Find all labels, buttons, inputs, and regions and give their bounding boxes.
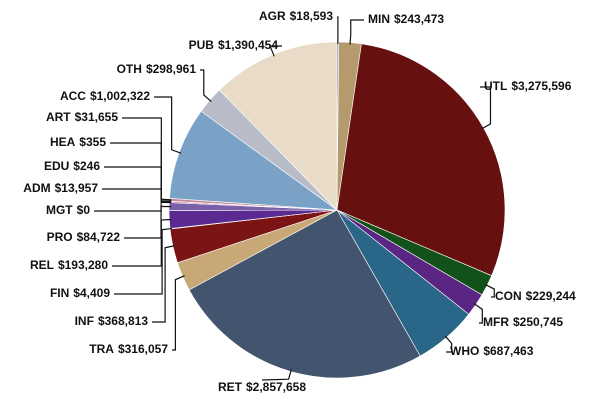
slice-label: ART $31,655 <box>46 110 118 124</box>
slice-category: HEA <box>50 135 76 149</box>
slice-label: MIN $243,473 <box>368 12 444 26</box>
leader-line <box>349 19 364 45</box>
slice-label: REL $193,280 <box>30 258 108 272</box>
leader-line <box>114 227 173 295</box>
slice-label: ACC $1,002,322 <box>60 89 150 103</box>
slice-label: FIN $4,409 <box>50 286 110 300</box>
slice-category: WHO <box>450 344 479 358</box>
slice-category: ART <box>46 110 71 124</box>
slice-value-label: $243,473 <box>394 12 444 26</box>
slice-value-label: $2,857,658 <box>246 380 306 394</box>
slice-category: UTL <box>484 79 507 93</box>
slice-value-label: $3,275,596 <box>511 79 571 93</box>
slice-label: OTH $298,961 <box>117 62 197 76</box>
leader-line <box>172 275 185 351</box>
slice-label: UTL $3,275,596 <box>484 79 572 93</box>
slice-value-label: $31,655 <box>75 110 119 124</box>
slice-category: MGT <box>46 203 73 217</box>
leader-line <box>337 16 339 45</box>
slice-value-label: $229,244 <box>526 289 576 303</box>
slice-value-label: $18,593 <box>290 9 334 23</box>
leader-line <box>444 335 453 353</box>
slice-value-label: $250,745 <box>513 315 563 329</box>
slice-value-label: $0 <box>77 203 91 217</box>
leader-line <box>200 69 212 102</box>
leader-line <box>124 205 172 239</box>
leader-line <box>261 369 292 381</box>
slice-value-label: $4,409 <box>73 286 110 300</box>
slice-category: RET <box>218 380 243 394</box>
slice-value-label: $1,390,454 <box>218 38 278 52</box>
slice-category: MFR <box>483 315 509 329</box>
leader-line <box>112 218 172 267</box>
slice-label: HEA $355 <box>50 135 106 149</box>
slice-label: TRA $316,057 <box>89 342 168 356</box>
slice-value-label: $1,002,322 <box>90 89 150 103</box>
leader-line <box>480 86 492 130</box>
slice-value-label: $687,463 <box>483 344 533 358</box>
slice-label: CON $229,244 <box>495 289 576 303</box>
slice-category: TRA <box>89 342 114 356</box>
labels: AGR $18,593 MIN $243,473 UTL $3,275,596 CON $22… <box>23 9 576 394</box>
leader-line <box>152 245 175 323</box>
slice-category: INF <box>75 314 94 328</box>
slice-value-label: $84,722 <box>77 230 121 244</box>
slice-category: MIN <box>368 12 390 26</box>
slice-label: EDU $246 <box>44 159 100 173</box>
slice-category: REL <box>30 258 54 272</box>
slice-value-label: $193,280 <box>58 258 108 272</box>
slices <box>168 41 506 379</box>
slice-category: EDU <box>44 159 69 173</box>
leader-line <box>473 303 483 324</box>
slice-value-label: $298,961 <box>146 62 196 76</box>
slice-label: INF $368,813 <box>75 314 149 328</box>
slice-label: AGR $18,593 <box>259 9 333 23</box>
slice-category: CON <box>495 289 522 303</box>
slice-label: MGT $0 <box>46 203 90 217</box>
slice-value-label: $355 <box>79 135 106 149</box>
leader-line <box>485 284 495 298</box>
slice-category: ADM <box>23 181 50 195</box>
slice-category: AGR <box>259 9 286 23</box>
slice-category: FIN <box>50 286 69 300</box>
leader-line <box>269 45 282 57</box>
slice-label: ADM $13,957 <box>23 181 98 195</box>
slice-label: MFR $250,745 <box>483 315 563 329</box>
slice-value-label: $316,057 <box>118 342 168 356</box>
leader-line <box>154 96 182 154</box>
slice-value-label: $246 <box>73 159 100 173</box>
slice-value-label: $13,957 <box>55 181 99 195</box>
slice-category: PUB <box>189 38 215 52</box>
slice-label: PUB $1,390,454 <box>189 38 279 52</box>
slice-category: OTH <box>117 62 142 76</box>
leader-line <box>122 117 172 201</box>
slice-label: RET $2,857,658 <box>218 380 306 394</box>
slice-category: ACC <box>60 89 86 103</box>
leader-line <box>94 201 172 212</box>
slice-label: WHO $687,463 <box>450 344 534 358</box>
leader-line <box>110 142 172 202</box>
slice-label: PRO $84,722 <box>47 230 121 244</box>
slice-category: PRO <box>47 230 73 244</box>
slice-value-label: $368,813 <box>98 314 148 328</box>
